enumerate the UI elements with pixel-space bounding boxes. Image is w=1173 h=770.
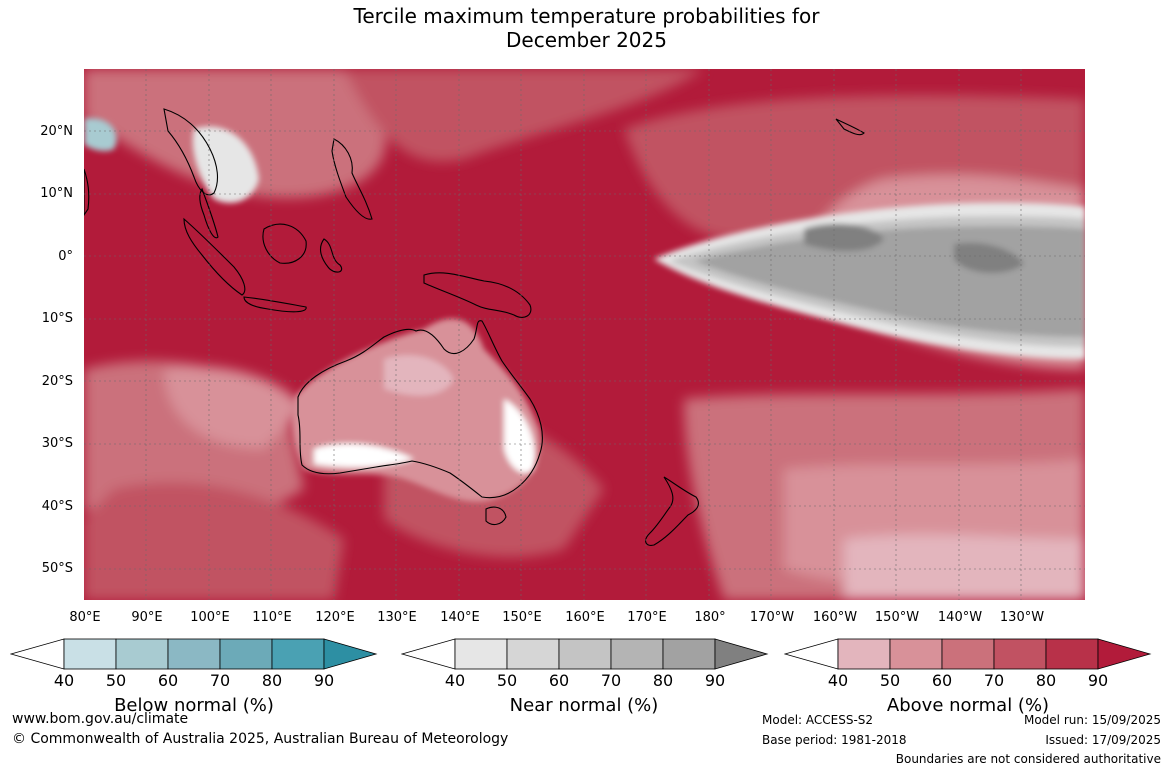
cbar-below-caption: Below normal (%) (114, 695, 274, 716)
probability-map (84, 69, 1085, 600)
lat-label-30s: 30°S (41, 436, 73, 451)
coastline-philippines (331, 138, 373, 220)
coastline-tasmania (485, 506, 507, 526)
cbar-below-swatch-4 (219, 638, 273, 670)
cbar-above-swatch-1 (837, 638, 891, 670)
cbar-near-swatch-1 (454, 638, 508, 670)
cbar-near-tick-80: 80 (652, 671, 674, 690)
cbar-below-tick-40: 40 (53, 671, 75, 690)
cbar-near-swatch-4 (610, 638, 664, 670)
lat-label-10s: 10°S (41, 311, 73, 326)
coastline-new-guinea (423, 272, 532, 318)
cbar-below-tick-50: 50 (105, 671, 127, 690)
cbar-below-tick-70: 70 (209, 671, 231, 690)
cbar-above-swatch-3 (941, 638, 995, 670)
cbar-near-tick-50: 50 (496, 671, 518, 690)
coastline-borneo (262, 223, 307, 264)
lon-label-120e: 120°E (315, 610, 355, 625)
cbar-above-tick-60: 60 (931, 671, 953, 690)
lon-label-80e: 80°E (69, 610, 101, 625)
cbar-below-swatch-5 (271, 638, 325, 670)
coastline-sulawesi (319, 238, 343, 273)
near-normal-tongue (654, 202, 1085, 359)
coastline-india (84, 168, 90, 216)
disclaimer-text: Boundaries are not considered authoritat… (895, 752, 1161, 766)
australia-probabilities (292, 318, 540, 502)
cbar-near-caption: Near normal (%) (509, 695, 659, 716)
cbar-below-swatch-2 (115, 638, 169, 670)
cbar-below-tick-90: 90 (313, 671, 335, 690)
colorbar-near-normal (401, 638, 769, 670)
lon-label-100e: 100°E (190, 610, 230, 625)
cbar-near-tick-60: 60 (548, 671, 570, 690)
lon-label-160e: 160°E (565, 610, 605, 625)
cbar-above-tick-50: 50 (879, 671, 901, 690)
lon-label-140w: 140°W (937, 610, 983, 625)
cbar-near-tick-90: 90 (704, 671, 726, 690)
lat-label-20n: 20°N (40, 124, 73, 139)
lon-label-180: 180° (694, 610, 726, 625)
colorbar-above-normal (784, 638, 1152, 670)
cbar-near-tick-40: 40 (444, 671, 466, 690)
lon-label-170w: 170°W (749, 610, 795, 625)
cbar-above-tick-40: 40 (827, 671, 849, 690)
coastline-new-zealand (645, 476, 699, 546)
lon-gridlines (145, 69, 1022, 600)
cbar-near-swatch-5 (662, 638, 716, 670)
lon-label-140e: 140°E (440, 610, 480, 625)
lon-label-160w: 160°W (812, 610, 858, 625)
cbar-above-swatch-6 (1097, 638, 1152, 670)
cbar-above-tick-90: 90 (1087, 671, 1109, 690)
cbar-below-tick-60: 60 (157, 671, 179, 690)
map-title: Tercile maximum temperature probabilitie… (0, 4, 1173, 52)
colorbar-below-normal (10, 638, 378, 670)
base-period-text: Base period: 1981-2018 (762, 733, 907, 747)
title-line-2: December 2025 (506, 28, 667, 52)
lat-label-20s: 20°S (41, 374, 73, 389)
cbar-below-tick-80: 80 (261, 671, 283, 690)
coastline-australia (297, 320, 543, 499)
cbar-near-swatch-3 (558, 638, 612, 670)
cbar-near-tick-70: 70 (600, 671, 622, 690)
cbar-above-caption: Above normal (%) (886, 695, 1050, 716)
cbar-below-swatch-6 (323, 638, 378, 670)
cbar-near-swatch-6 (714, 638, 769, 670)
issued-text: Issued: 17/09/2025 (1045, 733, 1161, 747)
cbar-below-swatch-0 (10, 638, 65, 670)
lat-gridlines (84, 130, 1085, 570)
cbar-above-swatch-4 (993, 638, 1047, 670)
cbar-above-swatch-5 (1045, 638, 1099, 670)
lon-label-150w: 150°W (874, 610, 920, 625)
lon-label-110e: 110°E (252, 610, 292, 625)
coastline-hawaii (835, 118, 865, 136)
cbar-near-swatch-2 (506, 638, 560, 670)
coastline-sumatra (183, 217, 246, 296)
cbar-above-swatch-0 (784, 638, 839, 670)
cbar-above-tick-80: 80 (1035, 671, 1057, 690)
coastline-malay-peninsula (199, 187, 219, 239)
cbar-below-swatch-3 (167, 638, 221, 670)
cbar-near-swatch-0 (401, 638, 456, 670)
lon-label-130w: 130°W (999, 610, 1045, 625)
coastline-indochina (163, 108, 219, 196)
lat-label-50s: 50°S (41, 561, 73, 576)
lon-label-170e: 170°E (627, 610, 667, 625)
lon-label-90e: 90°E (131, 610, 163, 625)
title-line-1: Tercile maximum temperature probabilitie… (353, 4, 820, 28)
lat-label-40s: 40°S (41, 499, 73, 514)
lat-label-10n: 10°N (40, 186, 73, 201)
website-link[interactable]: www.bom.gov.au/climate (12, 711, 189, 727)
lon-label-130e: 130°E (377, 610, 417, 625)
cbar-below-swatch-1 (63, 638, 117, 670)
lon-label-150e: 150°E (502, 610, 542, 625)
copyright-text: © Commonwealth of Australia 2025, Austra… (12, 731, 509, 747)
lat-label-0: 0° (58, 249, 73, 264)
model-run-text: Model run: 15/09/2025 (1023, 713, 1161, 727)
coastlines (84, 108, 865, 546)
cbar-above-tick-70: 70 (983, 671, 1005, 690)
model-text: Model: ACCESS-S2 (762, 713, 874, 727)
coastline-java (243, 296, 307, 313)
cbar-above-swatch-2 (889, 638, 943, 670)
